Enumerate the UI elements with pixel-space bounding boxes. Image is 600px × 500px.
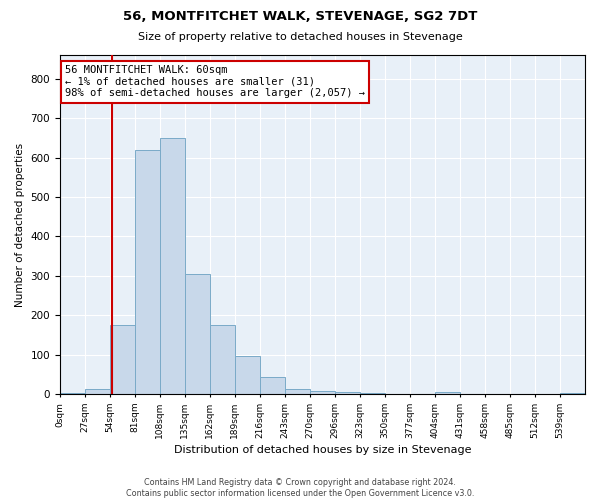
Bar bbox=[85, 390, 110, 394]
Bar bbox=[285, 390, 310, 394]
Bar bbox=[160, 138, 185, 394]
Bar bbox=[185, 274, 210, 394]
Text: Size of property relative to detached houses in Stevenage: Size of property relative to detached ho… bbox=[137, 32, 463, 42]
Bar bbox=[235, 356, 260, 394]
X-axis label: Distribution of detached houses by size in Stevenage: Distribution of detached houses by size … bbox=[174, 445, 471, 455]
Text: 56, MONTFITCHET WALK, STEVENAGE, SG2 7DT: 56, MONTFITCHET WALK, STEVENAGE, SG2 7DT bbox=[123, 10, 477, 23]
Bar bbox=[310, 391, 335, 394]
Bar bbox=[435, 392, 460, 394]
Bar bbox=[260, 377, 285, 394]
Bar bbox=[210, 325, 235, 394]
Bar bbox=[335, 392, 360, 394]
Bar bbox=[110, 325, 135, 394]
Bar bbox=[135, 150, 160, 394]
Bar bbox=[60, 393, 85, 394]
Y-axis label: Number of detached properties: Number of detached properties bbox=[15, 142, 25, 306]
Text: Contains HM Land Registry data © Crown copyright and database right 2024.
Contai: Contains HM Land Registry data © Crown c… bbox=[126, 478, 474, 498]
Text: 56 MONTFITCHET WALK: 60sqm
← 1% of detached houses are smaller (31)
98% of semi-: 56 MONTFITCHET WALK: 60sqm ← 1% of detac… bbox=[65, 65, 365, 98]
